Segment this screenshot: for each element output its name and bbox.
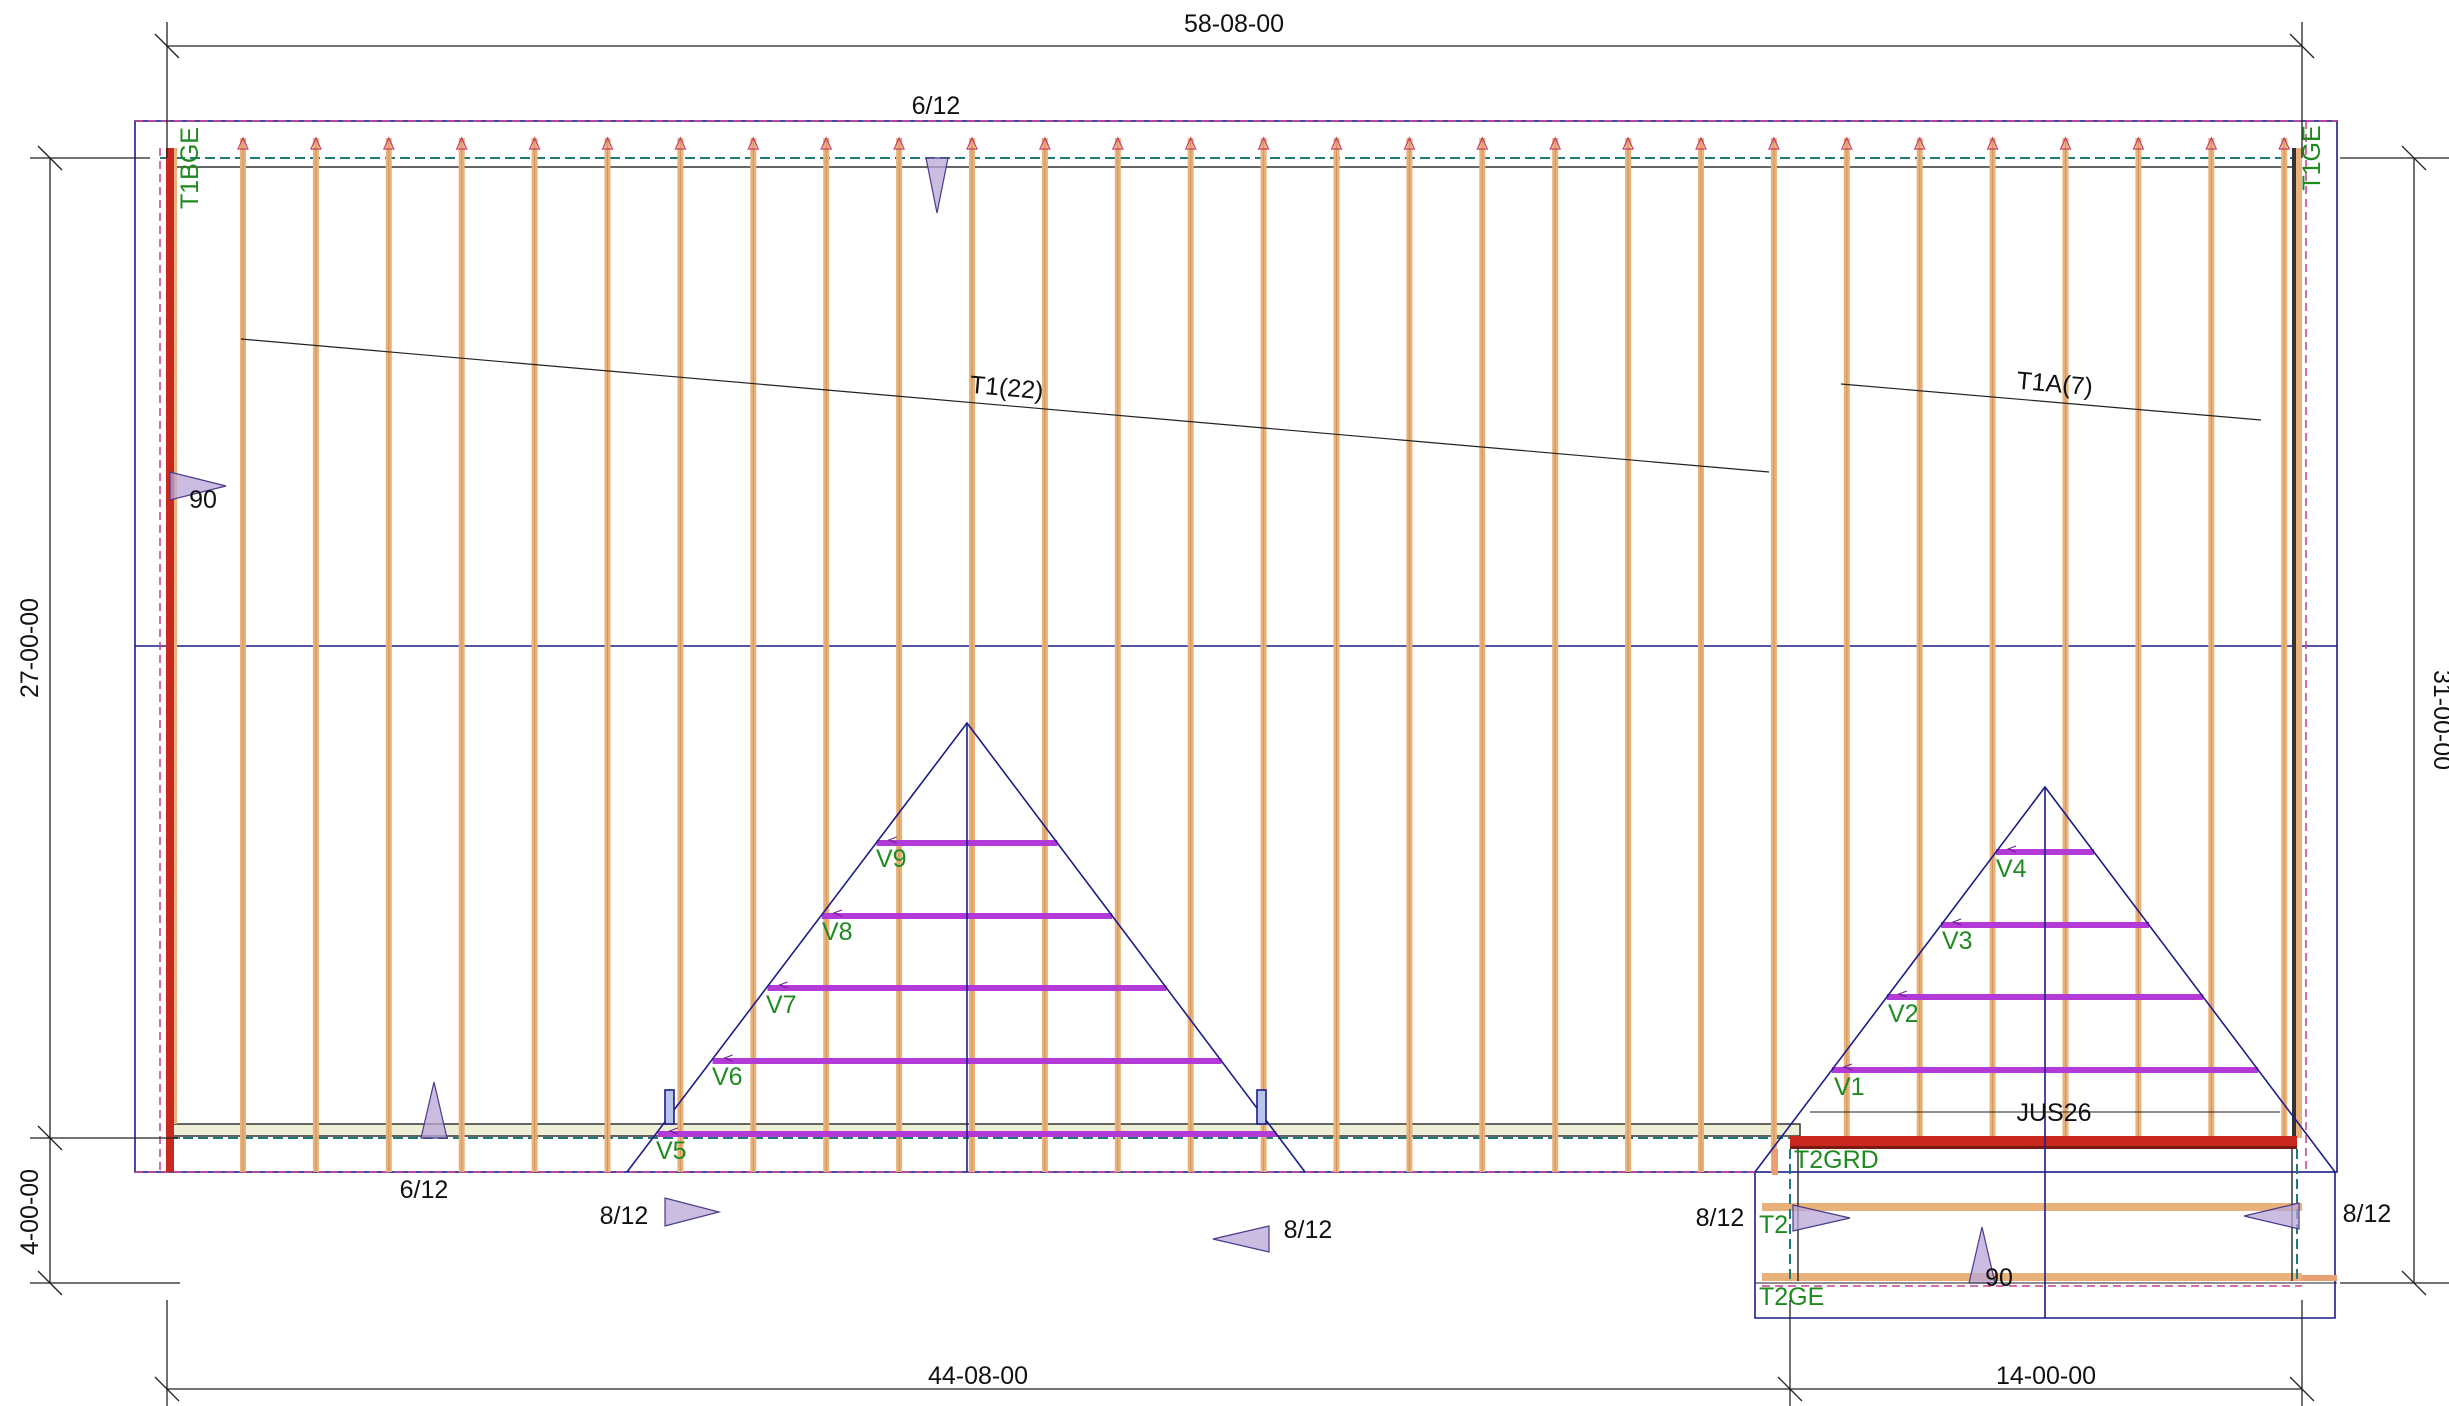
- dimension-bottom-left: 44-08-00: [928, 1362, 1028, 1390]
- pitch-ext-right: 8/12: [2343, 1200, 2392, 1228]
- tag-t1bge: T1BGE: [176, 127, 204, 209]
- bearing-arrow: [893, 136, 906, 150]
- bearing-arrow: [1111, 136, 1124, 150]
- bearing-arrow: [1184, 136, 1197, 150]
- truss-group-leaders: [240, 338, 2262, 473]
- bearing-arrow: [237, 136, 249, 150]
- angle-bottom: 90: [1985, 1264, 2013, 1292]
- bearing-arrow: [382, 136, 395, 150]
- bearing-arrow: [1330, 136, 1343, 150]
- bearing-arrow: [1622, 136, 1635, 150]
- valley-arrow: [1842, 1063, 1853, 1071]
- tag-t2grd: T2GRD: [1794, 1146, 1879, 1174]
- pitch-arrow-ext-left: [1792, 1204, 1851, 1232]
- dimension-right: 31-00-00: [2428, 670, 2449, 770]
- tag-v7: V7: [766, 991, 797, 1019]
- truss-group-main: T1(22): [969, 371, 1045, 405]
- direction-markers: [169, 157, 2300, 1284]
- tag-v5: V5: [656, 1137, 687, 1165]
- angle-left: 90: [189, 486, 217, 514]
- valley-arrow: [2006, 845, 2017, 853]
- pitch-top: 6/12: [912, 92, 961, 120]
- pitch-arrow-bottom: [420, 1081, 448, 1139]
- pitch-ext-left: 8/12: [1696, 1204, 1745, 1232]
- valley-arrow: [832, 909, 842, 917]
- bearing-arrow: [674, 136, 687, 150]
- dimension-left-bottom: 4-00-00: [16, 1169, 44, 1255]
- pitch-valley-mid: 8/12: [1284, 1216, 1333, 1244]
- bearing-arrow: [528, 136, 541, 150]
- tag-v6: V6: [712, 1063, 743, 1091]
- pitch-arrow-ext-right: [2243, 1202, 2300, 1230]
- bearing-arrow: [1257, 136, 1270, 150]
- top-bearing-line: [135, 120, 2337, 168]
- truss-group-secondary: T1A(7): [2015, 367, 2094, 402]
- pitch-arrow-top: [925, 157, 949, 214]
- bearing-arrow: [2278, 136, 2291, 150]
- tag-v4: V4: [1996, 855, 2027, 883]
- dimension-lines: [30, 22, 2449, 1406]
- bearing-arrow: [1986, 136, 1999, 150]
- tag-v3: V3: [1942, 927, 1973, 955]
- pitch-arrow-valley-mid: [1212, 1225, 1270, 1253]
- bearing-arrow: [1476, 136, 1489, 150]
- valley-arrow: [1951, 918, 1962, 926]
- bearing-arrow: [1403, 136, 1416, 150]
- bearing-arrow: [820, 136, 833, 150]
- common-trusses: [237, 136, 2291, 1172]
- hanger-label: JUS26: [2016, 1099, 2091, 1127]
- bearing-arrow: [966, 136, 978, 150]
- pitch-arrow-valley-left: [664, 1197, 722, 1227]
- valley-arrow: [887, 836, 897, 844]
- dimension-bottom-right: 14-00-00: [1996, 1362, 2096, 1390]
- dormer-outlines: [626, 721, 2336, 1173]
- pitch-valley-left: 8/12: [600, 1202, 649, 1230]
- bearing-arrow: [2059, 136, 2072, 150]
- dimension-top: 58-08-00: [1184, 10, 1284, 38]
- tag-t2ge: T2GE: [1759, 1283, 1824, 1311]
- bearing-arrow: [1767, 136, 1780, 150]
- valley-arrow: [668, 1127, 678, 1135]
- bearing-arrow: [455, 136, 468, 150]
- valley-arrow: [1897, 990, 1907, 998]
- tag-v8: V8: [822, 918, 853, 946]
- bearing-arrow: [1840, 136, 1853, 150]
- bearing-arrow: [601, 136, 614, 150]
- angle-arrow-left: [169, 471, 227, 501]
- tag-t2: T2: [1759, 1211, 1788, 1239]
- valley-arrow: [723, 1054, 733, 1062]
- valley-arrow: [778, 981, 788, 989]
- bearing-arrow: [1038, 136, 1051, 150]
- tag-t1ge: T1GE: [2298, 125, 2326, 190]
- gable-end-trusses: [159, 121, 2307, 1172]
- bearing-arrow: [1695, 136, 1707, 150]
- bearing-arrow: [2205, 136, 2218, 150]
- tag-v1: V1: [1834, 1073, 1865, 1101]
- bearing-arrow: [747, 136, 760, 150]
- bearing-arrow: [309, 136, 322, 150]
- dimension-left: 27-00-00: [16, 598, 44, 698]
- tag-v9: V9: [876, 845, 907, 873]
- bearing-arrow: [2132, 136, 2145, 150]
- roof-outline: [134, 120, 2338, 1319]
- tag-v2: V2: [1888, 1000, 1919, 1028]
- bearing-arrow: [1549, 136, 1562, 150]
- bearing-arrow: [1913, 136, 1926, 150]
- pitch-bottom-left: 6/12: [400, 1176, 449, 1204]
